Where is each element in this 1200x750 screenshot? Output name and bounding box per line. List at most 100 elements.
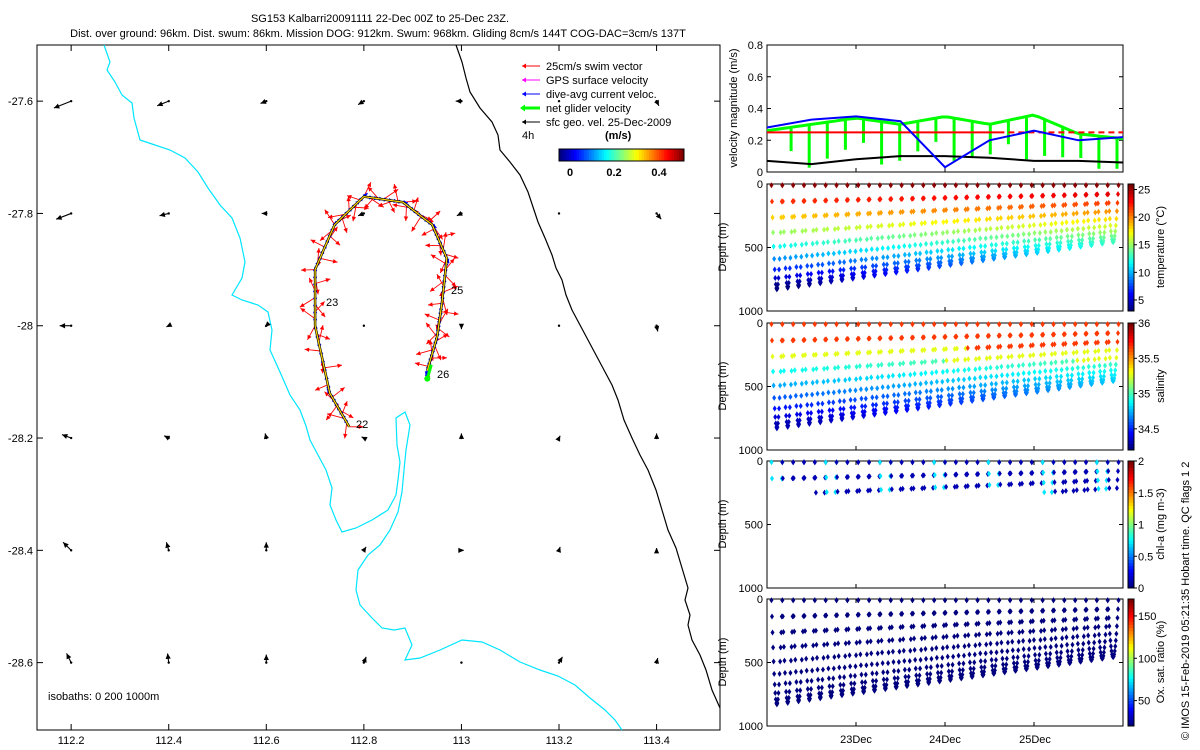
salinity-point bbox=[1009, 343, 1014, 350]
colorbar-swatch bbox=[666, 149, 670, 161]
temperature-point bbox=[1004, 246, 1009, 253]
temperature-point bbox=[1086, 217, 1091, 224]
oxygen-point bbox=[876, 638, 881, 645]
temperature-cbar-swatch bbox=[1128, 285, 1134, 290]
oxygen-cbar-swatch bbox=[1128, 665, 1134, 670]
chlorophyll-point bbox=[1063, 478, 1068, 485]
temperature-point bbox=[886, 245, 891, 252]
temperature-point bbox=[1075, 225, 1080, 232]
salinity-point bbox=[966, 366, 971, 373]
temperature-point bbox=[1052, 202, 1057, 209]
oxygen-point bbox=[938, 674, 943, 681]
oxygen-point bbox=[1055, 654, 1060, 661]
oxygen-point bbox=[1052, 617, 1057, 624]
oxygen-point bbox=[984, 631, 989, 638]
swim-vector-head bbox=[358, 424, 364, 429]
temperature-cbar-swatch bbox=[1128, 237, 1134, 242]
map-x-tick-label: 113.2 bbox=[546, 735, 573, 747]
oxygen-point bbox=[870, 670, 875, 677]
oxygen-point bbox=[900, 610, 905, 617]
temperature-point bbox=[918, 241, 923, 248]
temperature-point bbox=[986, 182, 991, 189]
geo-arrow-head bbox=[165, 653, 171, 660]
swim-vector bbox=[346, 196, 351, 211]
oxygen-cbar-swatch bbox=[1128, 678, 1134, 683]
temperature-cbar-swatch bbox=[1128, 269, 1134, 274]
oxygen-point bbox=[1016, 638, 1021, 645]
temperature-point bbox=[965, 194, 970, 201]
temperature-point bbox=[1049, 221, 1054, 228]
salinity-point bbox=[1027, 361, 1032, 368]
salinity-point bbox=[967, 383, 972, 390]
chlorophyll-point bbox=[1106, 468, 1111, 475]
chlorophyll-point bbox=[998, 481, 1003, 488]
temperature-point bbox=[935, 248, 940, 255]
oxygen-point bbox=[922, 634, 927, 641]
oxygen-point bbox=[1036, 661, 1041, 668]
temperature-point bbox=[976, 205, 981, 212]
chlorophyll-point bbox=[888, 459, 893, 466]
temperature-point bbox=[873, 268, 878, 275]
temperature-point bbox=[954, 194, 959, 201]
chlorophyll-point bbox=[1115, 476, 1120, 483]
geo-arrow bbox=[56, 212, 73, 220]
temperature-point bbox=[935, 254, 940, 261]
oxygen-point bbox=[792, 643, 797, 650]
temperature-depth-ylabel: Depth (m) bbox=[717, 223, 729, 272]
salinity-point bbox=[900, 347, 905, 354]
oxygen-point bbox=[983, 658, 988, 665]
temperature-point bbox=[1098, 229, 1103, 236]
salinity-point bbox=[1051, 321, 1056, 328]
salinity-point bbox=[875, 385, 880, 392]
chlorophyll-cbar-swatch bbox=[1128, 524, 1134, 529]
salinity-point bbox=[799, 392, 804, 399]
swim-vector bbox=[325, 405, 338, 421]
oxygen-point bbox=[1059, 642, 1064, 649]
isobath-1000m bbox=[455, 44, 721, 709]
salinity-cbar-swatch bbox=[1128, 351, 1134, 356]
temperature-point bbox=[924, 249, 929, 256]
temperature-point bbox=[1065, 226, 1070, 233]
temperature-point bbox=[797, 278, 802, 285]
temperature-point bbox=[928, 249, 933, 256]
salinity-point bbox=[1112, 371, 1117, 378]
salinity-point bbox=[934, 378, 939, 385]
salinity-point bbox=[921, 334, 926, 341]
oxygen-point bbox=[1062, 597, 1067, 604]
swim-vector bbox=[442, 285, 459, 293]
salinity-point bbox=[1107, 354, 1112, 361]
oxygen-point bbox=[994, 649, 999, 656]
salinity-point bbox=[930, 358, 935, 365]
oxygen-point bbox=[957, 660, 962, 667]
salinity-point bbox=[852, 396, 857, 403]
temperature-point bbox=[998, 215, 1003, 222]
chlorophyll-point bbox=[932, 459, 937, 466]
temperature-point bbox=[966, 217, 971, 224]
oxygen-point bbox=[835, 612, 840, 619]
temperature-point bbox=[1025, 247, 1030, 254]
oxygen-point bbox=[858, 662, 863, 669]
velocity-panel: velocity magnitude (m/s) 00.20.40.60.8 bbox=[728, 40, 1124, 179]
velocity-ylabel: velocity magnitude (m/s) bbox=[728, 48, 740, 167]
salinity-point bbox=[841, 411, 846, 418]
salinity-point bbox=[1114, 354, 1119, 361]
map-y-tick-label: -27.6 bbox=[8, 96, 33, 108]
oxygen-point bbox=[1103, 631, 1108, 638]
salinity-cbar-swatch bbox=[1128, 367, 1134, 372]
temperature-point bbox=[892, 252, 897, 259]
salinity-point bbox=[851, 410, 856, 417]
oxygen-point bbox=[913, 665, 918, 672]
temperature-point bbox=[869, 235, 874, 242]
oxygen-point bbox=[1059, 649, 1064, 656]
salinity-cbar-swatch bbox=[1128, 357, 1134, 362]
colorbar-swatch bbox=[676, 149, 680, 161]
temperature-cbar-swatch bbox=[1128, 304, 1134, 309]
temperature-point bbox=[906, 258, 911, 265]
oxygen-point bbox=[826, 665, 831, 672]
salinity-cbar-swatch bbox=[1128, 380, 1134, 384]
oxygen-point bbox=[805, 685, 810, 692]
salinity-point bbox=[1011, 384, 1016, 391]
oxygen-point bbox=[1062, 607, 1067, 614]
oxygen-point bbox=[784, 688, 789, 695]
temperature-point bbox=[973, 217, 978, 224]
